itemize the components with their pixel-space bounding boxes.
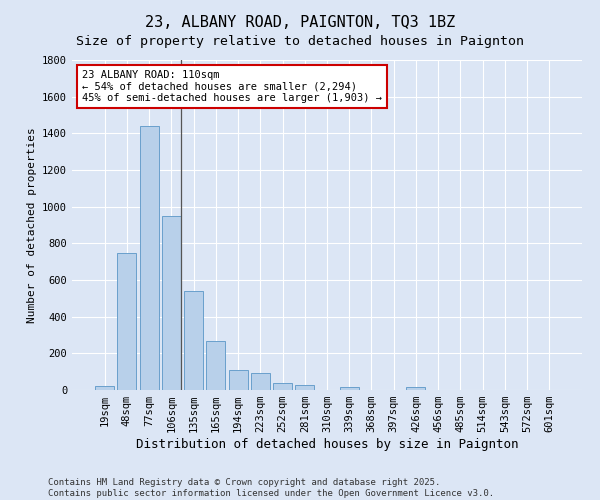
Bar <box>95 386 114 390</box>
Bar <box>184 291 203 390</box>
Bar <box>206 342 225 390</box>
Bar <box>140 126 158 390</box>
Bar <box>162 216 181 390</box>
Bar <box>273 382 292 390</box>
Bar <box>118 252 136 390</box>
Text: 23, ALBANY ROAD, PAIGNTON, TQ3 1BZ: 23, ALBANY ROAD, PAIGNTON, TQ3 1BZ <box>145 15 455 30</box>
X-axis label: Distribution of detached houses by size in Paignton: Distribution of detached houses by size … <box>136 438 518 451</box>
Bar <box>295 385 314 390</box>
Bar <box>340 386 359 390</box>
Bar <box>229 370 248 390</box>
Text: Size of property relative to detached houses in Paignton: Size of property relative to detached ho… <box>76 35 524 48</box>
Y-axis label: Number of detached properties: Number of detached properties <box>26 127 37 323</box>
Bar <box>406 386 425 390</box>
Text: 23 ALBANY ROAD: 110sqm
← 54% of detached houses are smaller (2,294)
45% of semi-: 23 ALBANY ROAD: 110sqm ← 54% of detached… <box>82 70 382 103</box>
Bar <box>251 372 270 390</box>
Text: Contains HM Land Registry data © Crown copyright and database right 2025.
Contai: Contains HM Land Registry data © Crown c… <box>48 478 494 498</box>
